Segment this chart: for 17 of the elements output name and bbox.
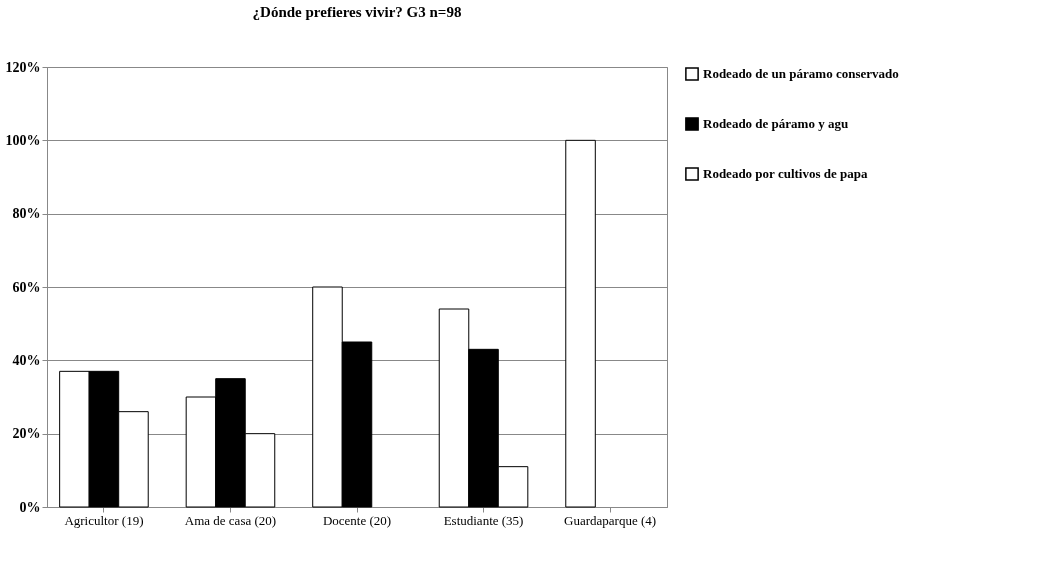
- x-tick-label: Estudiante (35): [443, 512, 524, 528]
- x-tick-label: Ama de casa (20): [184, 512, 277, 528]
- y-tick-label: 60%: [12, 279, 41, 295]
- y-tick-label: 0%: [19, 499, 41, 515]
- y-tick-label: 80%: [12, 206, 41, 222]
- x-tick-label: Docente (20): [322, 512, 392, 528]
- y-tick-label: 40%: [12, 352, 41, 368]
- y-tick-label: 20%: [12, 426, 41, 442]
- chart-title: ¿Dónde prefieres vivir? G3 n=98: [252, 4, 462, 20]
- legend-label: Rodeado de un páramo conservado: [703, 66, 899, 81]
- bar: [565, 139, 596, 508]
- x-tick-label: Guardaparque (4): [564, 512, 657, 528]
- y-tick-label: 100%: [5, 132, 41, 148]
- y-tick-label: 120%: [5, 59, 41, 75]
- legend-label: Rodeado por cultivos de papa: [703, 166, 868, 181]
- legend-label: Rodeado de páramo y agu: [703, 116, 849, 131]
- x-tick-label: Agricultor (19): [64, 512, 144, 528]
